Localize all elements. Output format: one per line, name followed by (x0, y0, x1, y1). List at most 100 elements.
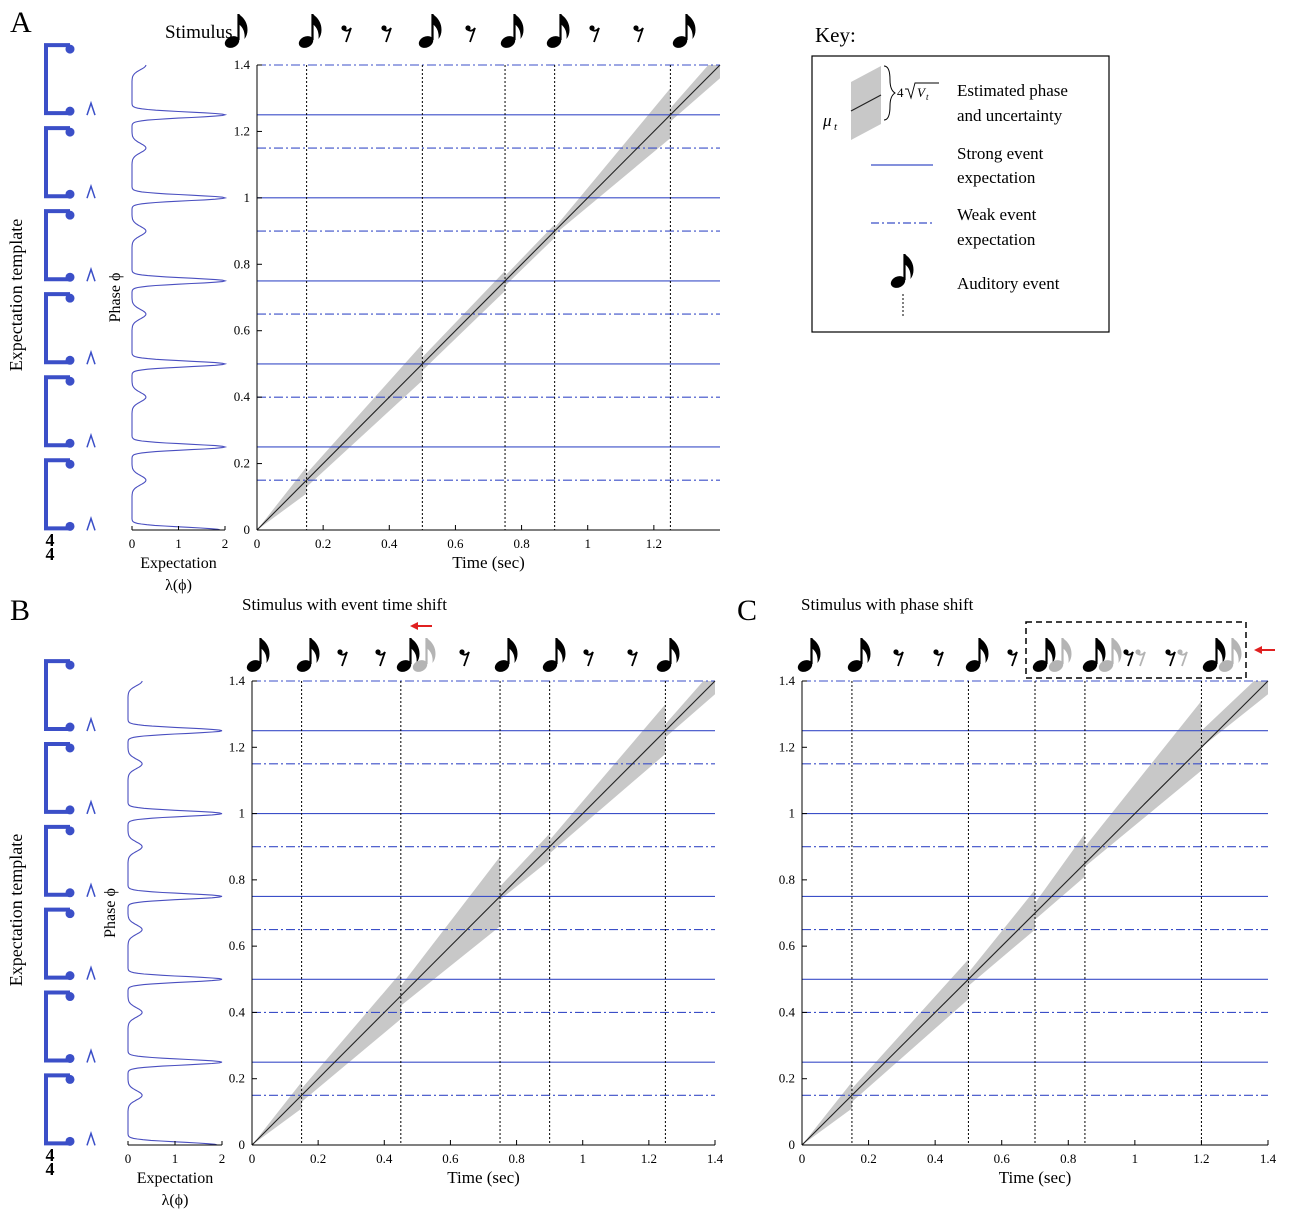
panel-letter-b: B (10, 594, 30, 627)
y-tick-label-b-3: 0.6 (229, 938, 246, 953)
x-axis-label-b: Time (sec) (447, 1168, 520, 1187)
stimulus-rest-b-5 (459, 649, 470, 667)
y-tick-label-a-0: 0 (244, 522, 251, 537)
template-bracket-b-base (44, 1073, 75, 1146)
key-note-glyph (890, 254, 914, 288)
template-bracket-b-4 (44, 659, 75, 732)
x-tick-label-b-6: 1.2 (641, 1151, 657, 1166)
estimate-line-a (256, 64, 721, 531)
expectation-tick-label-a-1: 1 (175, 536, 182, 551)
expectation-tick-label-b-2: 2 (219, 1151, 226, 1166)
stimulus-row-c (797, 621, 1275, 679)
stimulus-rest-a-5 (465, 25, 476, 43)
x-tick-label-a-2: 0.4 (381, 536, 398, 551)
side-label-a: Expectation template (6, 219, 26, 371)
y-tick-label-a-1: 0.2 (234, 456, 250, 471)
stimulus-rest-a-8 (589, 25, 600, 43)
stimulus-ghost-rest-c-8 (1135, 649, 1146, 667)
stimulus-note-c-6 (1032, 638, 1056, 672)
x-tick-label-c-7: 1.4 (1260, 1151, 1277, 1166)
key-width-v: V (917, 85, 927, 100)
y-axis-label-b: Phase ϕ (102, 888, 119, 938)
key-estimate-label-1: Estimated phase (957, 81, 1068, 100)
y-tick-label-c-5: 1 (789, 806, 796, 821)
stimulus-note-a-4 (418, 14, 442, 48)
y-tick-label-c-4: 0.8 (779, 872, 795, 887)
accent-mark-a-3 (86, 183, 96, 199)
y-tick-label-b-0: 0 (239, 1137, 246, 1152)
accent-mark-b-3 (86, 799, 96, 815)
accent-mark-a-2 (86, 266, 96, 282)
stimulus-note-c-7 (1082, 638, 1106, 672)
y-tick-label-b-2: 0.4 (229, 1004, 246, 1019)
template-bracket-a-0 (44, 375, 75, 448)
stimulus-rest-b-2 (337, 649, 348, 667)
expectation-tick-label-b-1: 1 (172, 1151, 179, 1166)
key-box (811, 55, 1110, 333)
stimulus-note-c-0 (797, 638, 821, 672)
x-tick-label-b-3: 0.6 (442, 1151, 459, 1166)
stimulus-note-b-6 (494, 638, 518, 672)
phase-plot-a: 0 0.2 0.4 0.6 0.8 1 1.2 0 0.2 0.4 0.6 0.8 1 1.2 1.4 Tim… (107, 57, 721, 572)
y-tick-label-a-6: 1.2 (234, 123, 250, 138)
phase-shift-box-c (1025, 621, 1247, 679)
key-legend: Key: μ t 4 V t Estimated phase and uncer… (811, 23, 1110, 333)
template-bracket-a-2 (44, 209, 75, 282)
stimulus-label-c: Stimulus with phase shift (801, 595, 974, 614)
y-tick-label-c-2: 0.4 (779, 1004, 796, 1019)
stimulus-ghost-note-c-6 (1048, 638, 1072, 672)
expectation-template-b: 44 (44, 659, 96, 1179)
y-tick-label-c-7: 1.4 (779, 673, 796, 688)
stimulus-rest-c-9 (1165, 649, 1176, 667)
key-mu-sub: t (834, 121, 838, 133)
y-tick-label-a-4: 0.8 (234, 256, 250, 271)
stimulus-note-a-1 (298, 14, 322, 48)
key-note-icon (890, 254, 914, 288)
expectation-axis-label-b: Expectation (137, 1170, 213, 1187)
stimulus-note-b-4 (396, 638, 420, 672)
stimulus-rest-a-2 (341, 25, 352, 43)
template-bracket-a-3 (44, 126, 75, 199)
accent-mark-a-base (86, 515, 96, 531)
phase-plot-c: 0 0.2 0.4 0.6 0.8 1 1.2 1.4 0 0.2 0.4 0.6 0.8 1 1.2 1.4… (779, 673, 1277, 1187)
key-weak-label-2: expectation (957, 230, 1036, 249)
phase-plot-b: 0 0.2 0.4 0.6 0.8 1 1.2 1.4 0 0.2 0.4 0.6 0.8 1 1.2 1.4… (102, 673, 724, 1187)
template-bracket-b-2 (44, 824, 75, 898)
y-tick-label-c-6: 1.2 (779, 739, 795, 754)
key-mu-symbol: μ (822, 111, 832, 130)
stimulus-ghost-note-b-4 (412, 638, 436, 672)
estimate-line-c (801, 680, 1269, 1146)
expectation-template-a: 44 (44, 43, 96, 564)
template-bracket-a-4 (44, 43, 75, 116)
stimulus-rest-b-3 (375, 649, 386, 667)
x-tick-label-c-1: 0.2 (860, 1151, 876, 1166)
stimulus-note-c-10 (1202, 638, 1226, 672)
stimulus-note-b-1 (296, 638, 320, 672)
template-bracket-b-0 (44, 990, 75, 1063)
expectation-tick-label-a-0: 0 (129, 536, 136, 551)
shift-arrowhead-c (1254, 646, 1262, 654)
y-tick-label-b-1: 0.2 (229, 1071, 245, 1086)
expectation-curve-path-b (127, 680, 223, 1146)
stimulus-row-a (224, 14, 696, 48)
x-tick-label-b-0: 0 (249, 1151, 256, 1166)
template-bracket-a-base (44, 458, 75, 531)
stimulus-rest-b-9 (627, 649, 638, 667)
expectation-axis-symbol-b: λ(ϕ) (162, 1192, 189, 1209)
stimulus-row-b (246, 622, 680, 672)
stimulus-rest-a-9 (633, 25, 644, 43)
accent-mark-a-1 (86, 349, 96, 365)
expectation-axis-symbol-a: λ(ϕ) (165, 577, 192, 594)
x-tick-label-b-2: 0.4 (376, 1151, 393, 1166)
x-tick-label-b-4: 0.8 (508, 1151, 524, 1166)
stimulus-note-a-6 (500, 14, 524, 48)
y-tick-label-a-3: 0.6 (234, 323, 251, 338)
x-axis-label-a: Time (sec) (452, 553, 525, 572)
expectation-curve-path-a (131, 64, 228, 531)
accent-mark-b-base (86, 1130, 96, 1146)
x-tick-label-b-1: 0.2 (310, 1151, 326, 1166)
stimulus-rest-c-5 (1007, 649, 1018, 667)
time-signature-top-a: 4 (46, 530, 55, 550)
stimulus-rest-a-3 (381, 25, 392, 43)
key-title: Key: (815, 23, 856, 47)
